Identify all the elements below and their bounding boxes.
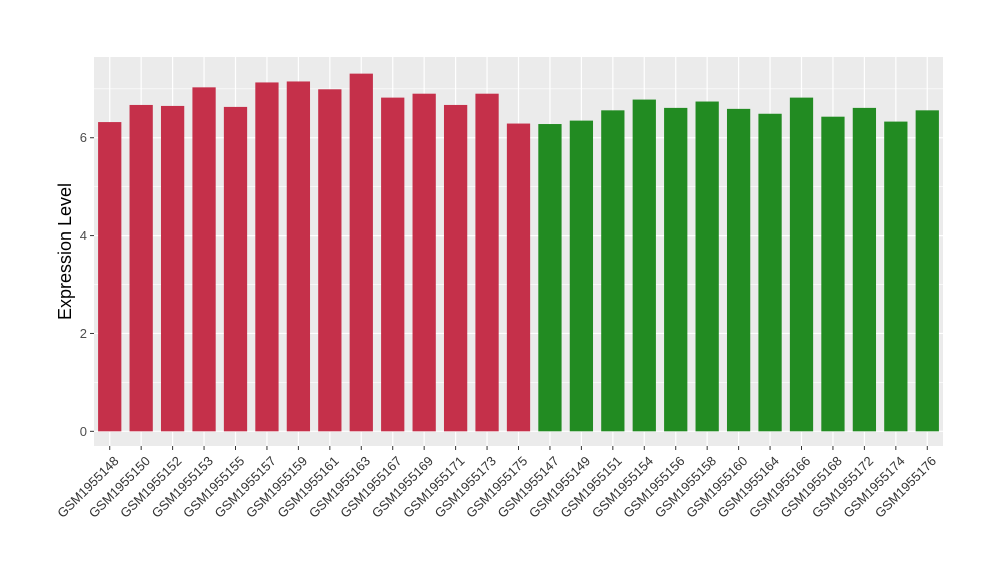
- y-tick-label: 0: [80, 424, 87, 439]
- bar-GSM1955149: [569, 120, 594, 432]
- bar-GSM1955150: [129, 104, 153, 432]
- bar-GSM1955158: [695, 101, 719, 432]
- bar-GSM1955173: [475, 93, 499, 432]
- bar-GSM1955174: [884, 121, 908, 432]
- bar-GSM1955159: [286, 81, 311, 432]
- bar-GSM1955176: [915, 110, 939, 432]
- bar-GSM1955161: [318, 89, 342, 432]
- bar-GSM1955152: [160, 105, 185, 432]
- bar-GSM1955157: [255, 82, 279, 432]
- bar-GSM1955156: [664, 107, 688, 432]
- y-tick-label: 6: [80, 130, 87, 145]
- bar-GSM1955166: [789, 97, 814, 432]
- x-axis: GSM1955148GSM1955150GSM1955152GSM1955153…: [54, 446, 939, 521]
- bar-GSM1955169: [412, 93, 436, 432]
- bar-GSM1955167: [381, 97, 405, 432]
- y-axis: 0 2 4 6: [80, 130, 94, 439]
- y-tick-label: 4: [80, 228, 87, 243]
- bar-GSM1955164: [758, 113, 782, 432]
- bar-GSM1955153: [192, 87, 216, 432]
- bar-GSM1955160: [726, 108, 751, 432]
- y-axis-title: Expression Level: [55, 183, 75, 320]
- bar-GSM1955154: [632, 99, 656, 432]
- bars: [98, 73, 939, 432]
- bar-GSM1955151: [601, 110, 625, 432]
- bar-GSM1955168: [821, 116, 845, 432]
- bar-GSM1955148: [98, 122, 122, 432]
- bar-GSM1955155: [223, 106, 248, 432]
- bar-GSM1955172: [852, 107, 877, 432]
- bar-GSM1955147: [538, 124, 562, 432]
- bar-GSM1955171: [443, 104, 468, 432]
- y-tick-label: 2: [80, 326, 87, 341]
- bar-GSM1955163: [349, 73, 373, 432]
- bar-GSM1955175: [506, 123, 531, 432]
